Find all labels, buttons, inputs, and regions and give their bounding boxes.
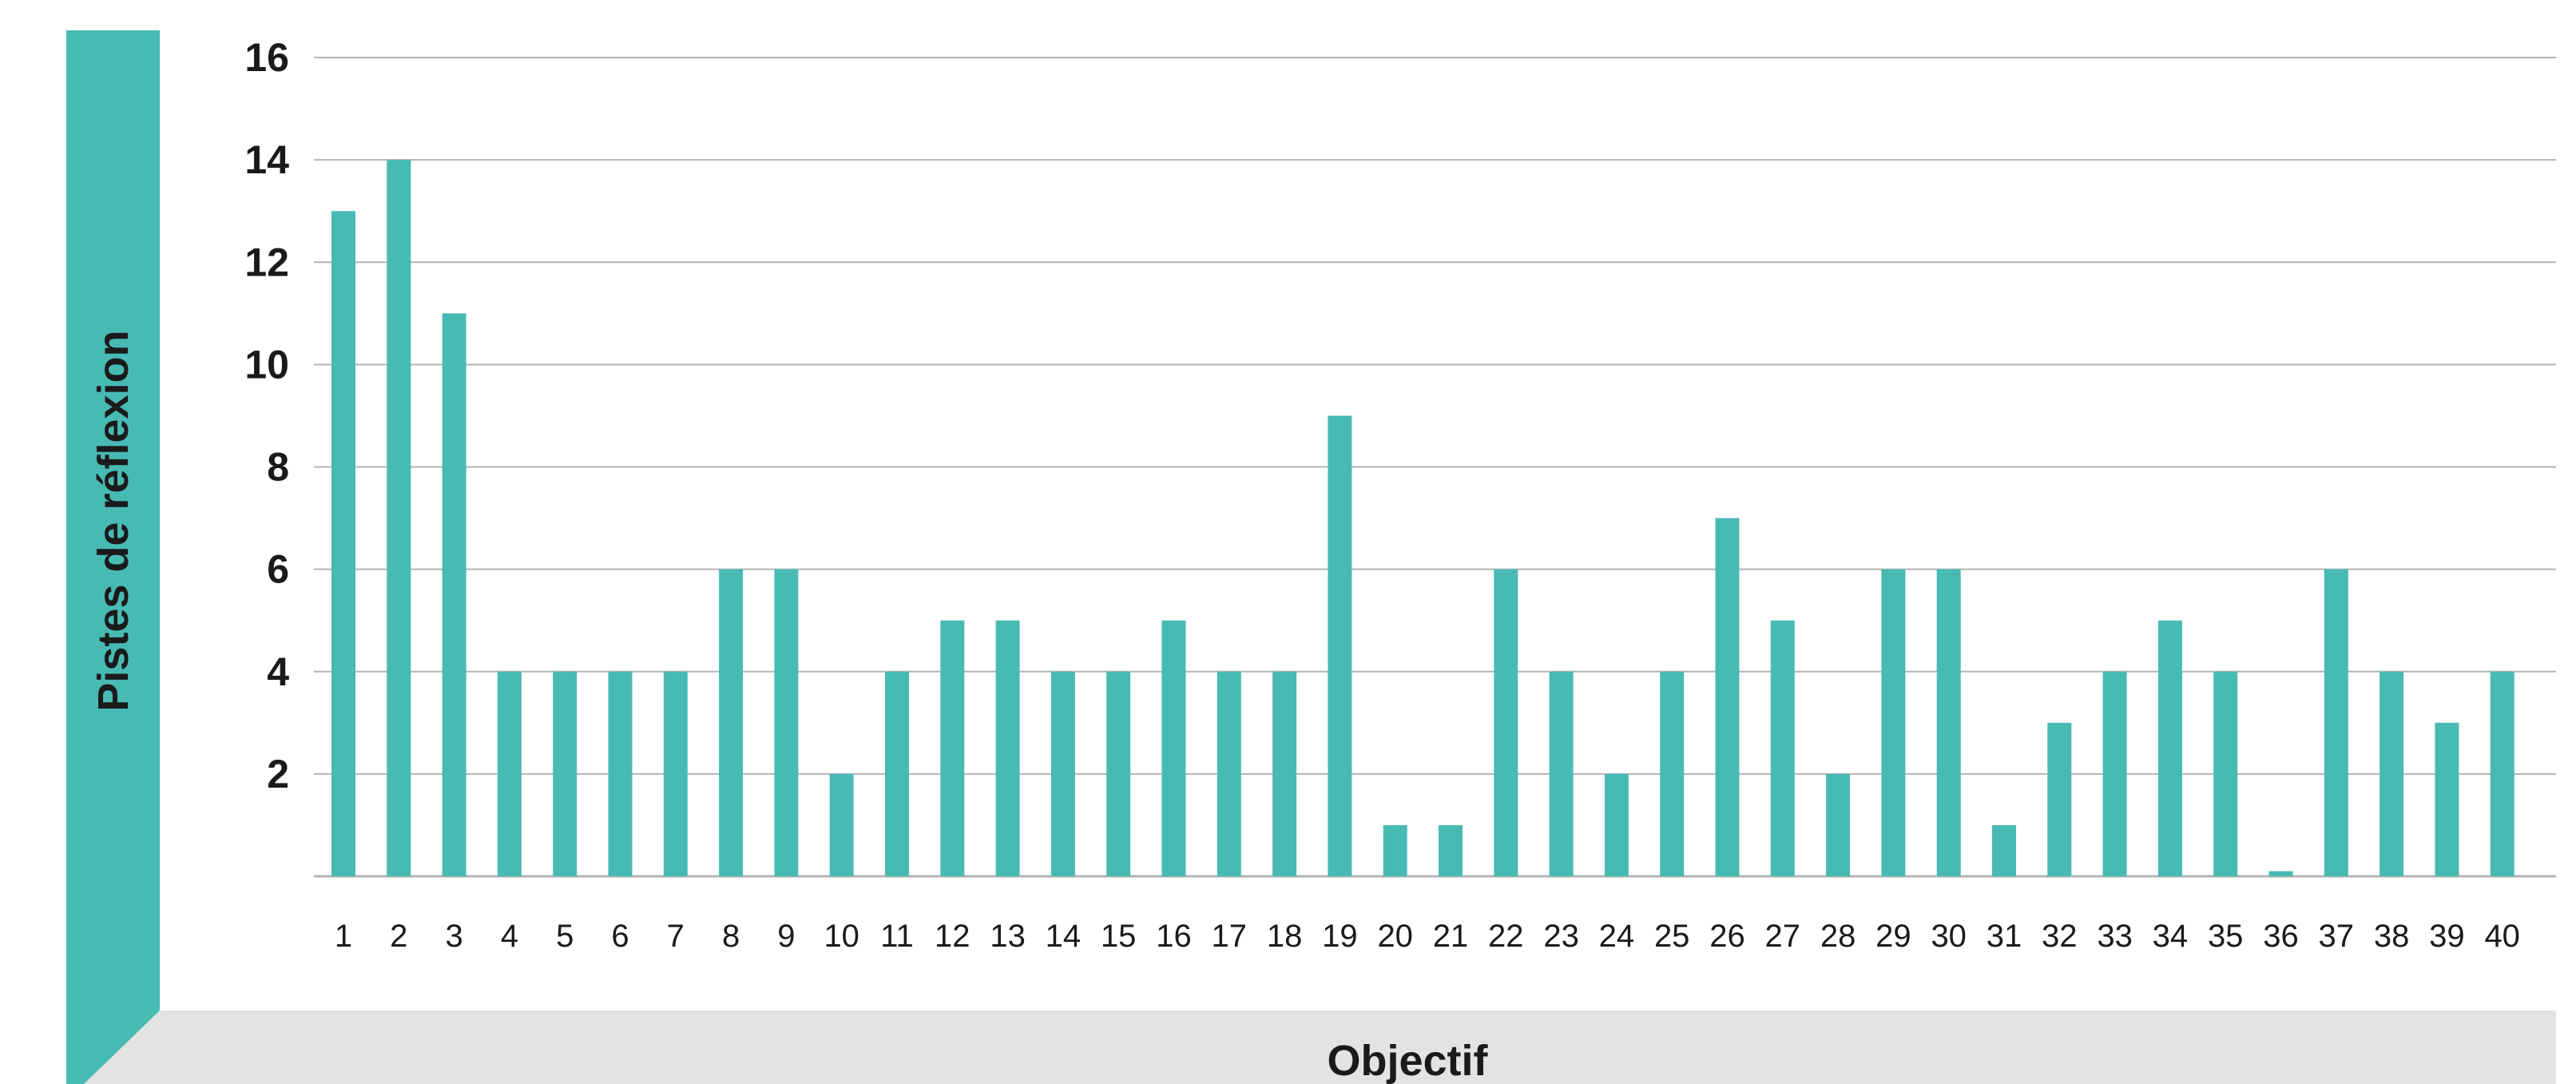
bar-37 xyxy=(2324,569,2348,876)
x-tick-label: 20 xyxy=(1377,919,1413,954)
bar-9 xyxy=(774,569,799,876)
x-tick-label: 31 xyxy=(1987,919,2022,954)
x-tick-label: 4 xyxy=(501,919,518,954)
bar-14 xyxy=(1050,671,1075,876)
bar-38 xyxy=(2380,671,2404,876)
y-tick-label: 4 xyxy=(267,649,289,694)
bar-3 xyxy=(442,313,466,876)
y-tick-label: 6 xyxy=(267,547,289,592)
x-tick-label: 35 xyxy=(2208,919,2244,954)
x-tick-label: 7 xyxy=(667,919,685,954)
x-tick-label: 29 xyxy=(1875,919,1911,954)
bar-7 xyxy=(663,671,688,876)
x-tick-label: 17 xyxy=(1212,919,1248,954)
bar-10 xyxy=(829,773,854,876)
x-tick-label: 23 xyxy=(1543,919,1579,954)
bar-17 xyxy=(1217,671,1241,876)
x-tick-label: 28 xyxy=(1820,919,1856,954)
x-tick-label: 39 xyxy=(2429,919,2465,954)
bar-31 xyxy=(1992,824,2016,876)
gridlines xyxy=(314,57,2556,878)
bar-15 xyxy=(1106,671,1131,876)
bar-19 xyxy=(1328,415,1352,876)
bar-35 xyxy=(2213,671,2238,876)
bar-39 xyxy=(2435,722,2459,876)
y-axis-title: Pistes de réflexion xyxy=(89,330,137,711)
bar-12 xyxy=(940,620,965,876)
x-tick-label: 2 xyxy=(390,919,407,954)
x-axis-band xyxy=(84,1011,2556,1084)
x-tick-label: 3 xyxy=(445,919,462,954)
x-tick-label: 6 xyxy=(611,919,629,954)
x-tick-label: 5 xyxy=(556,919,574,954)
bar-25 xyxy=(1660,671,1685,876)
bar-4 xyxy=(497,671,522,876)
x-tick-label: 38 xyxy=(2374,919,2410,954)
x-tick-label: 14 xyxy=(1046,919,1082,954)
bar-32 xyxy=(2047,722,2072,876)
x-tick-label: 22 xyxy=(1488,919,1524,954)
bars xyxy=(331,160,2514,876)
bar-23 xyxy=(1549,671,1574,876)
x-tick-label: 11 xyxy=(880,919,914,954)
x-tick-label: 26 xyxy=(1709,919,1745,954)
bar-18 xyxy=(1272,671,1297,876)
x-tick-label: 21 xyxy=(1433,919,1469,954)
x-tick-label: 19 xyxy=(1322,919,1358,954)
x-tick-label: 8 xyxy=(722,919,740,954)
x-tick-label: 32 xyxy=(2042,919,2078,954)
bar-20 xyxy=(1383,824,1407,876)
x-tick-label: 37 xyxy=(2319,919,2355,954)
x-tick-label: 12 xyxy=(935,919,970,954)
x-tick-label: 24 xyxy=(1599,919,1635,954)
bar-28 xyxy=(1826,773,1851,876)
x-tick-label: 34 xyxy=(2153,919,2189,954)
y-tick-label: 12 xyxy=(244,240,289,284)
x-tick-label: 9 xyxy=(777,919,795,954)
bar-29 xyxy=(1881,569,1906,876)
x-tick-label: 25 xyxy=(1654,919,1690,954)
bar-27 xyxy=(1770,620,1795,876)
x-tick-label: 33 xyxy=(2097,919,2133,954)
bar-22 xyxy=(1494,569,1518,876)
bar-26 xyxy=(1715,518,1740,876)
bar-36 xyxy=(2268,871,2293,876)
bar-16 xyxy=(1161,620,1186,876)
y-tick-label: 16 xyxy=(244,35,289,80)
x-tick-label: 15 xyxy=(1101,919,1137,954)
bar-30 xyxy=(1936,569,1961,876)
y-tick-label: 2 xyxy=(267,752,289,796)
bar-6 xyxy=(608,671,633,876)
x-tick-label: 1 xyxy=(335,919,352,954)
y-tick-label: 10 xyxy=(244,342,289,387)
bar-40 xyxy=(2490,671,2514,876)
x-tick-labels: 1 2 3 4 5 6 7 8 9 10 11 12 13 14 15 16 17 18 19 20 21 22 23 24 2… xyxy=(335,919,2520,954)
x-tick-label: 18 xyxy=(1267,919,1303,954)
bar-34 xyxy=(2157,620,2182,876)
x-tick-label: 40 xyxy=(2484,919,2520,954)
bar-1 xyxy=(331,211,355,876)
x-tick-label: 13 xyxy=(990,919,1026,954)
bar-33 xyxy=(2102,671,2127,876)
x-axis-title: Objectif xyxy=(1327,1037,1488,1084)
bar-8 xyxy=(719,569,744,876)
y-tick-label: 14 xyxy=(244,137,289,182)
bar-2 xyxy=(387,160,411,876)
bar-21 xyxy=(1439,824,1463,876)
y-tick-label: 8 xyxy=(267,445,289,490)
x-tick-label: 16 xyxy=(1156,919,1192,954)
bar-13 xyxy=(995,620,1020,876)
x-tick-label: 30 xyxy=(1931,919,1967,954)
y-tick-labels: 2 4 6 8 10 12 14 16 xyxy=(244,35,289,796)
bar-5 xyxy=(553,671,578,876)
x-tick-label: 10 xyxy=(824,919,859,954)
bar-24 xyxy=(1604,773,1629,876)
x-tick-label: 36 xyxy=(2263,919,2299,954)
y-axis-band xyxy=(66,30,160,1084)
x-tick-label: 27 xyxy=(1765,919,1801,954)
bar-11 xyxy=(885,671,909,876)
